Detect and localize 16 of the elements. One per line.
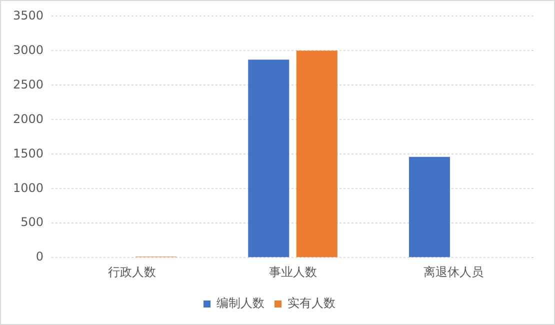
x-tick-label: 行政人数 [108, 264, 156, 279]
y-tick-label: 2500 [12, 77, 44, 92]
bar [248, 60, 290, 258]
x-tick-label: 离退休人员 [424, 264, 484, 279]
y-tick-label: 0 [36, 250, 44, 264]
y-tick-label: 1000 [12, 180, 44, 195]
x-tick-label: 事业人数 [268, 264, 317, 279]
bar [408, 156, 450, 258]
y-tick-label: 3000 [12, 42, 44, 57]
bar [296, 50, 338, 258]
y-tick-label: 500 [20, 215, 44, 230]
y-tick-label: 1500 [12, 146, 44, 160]
legend-label: 编制人数 [216, 296, 264, 310]
legend-label: 实有人数 [288, 296, 336, 310]
y-tick-label: 2000 [12, 112, 44, 126]
y-tick-label: 3500 [12, 8, 44, 22]
